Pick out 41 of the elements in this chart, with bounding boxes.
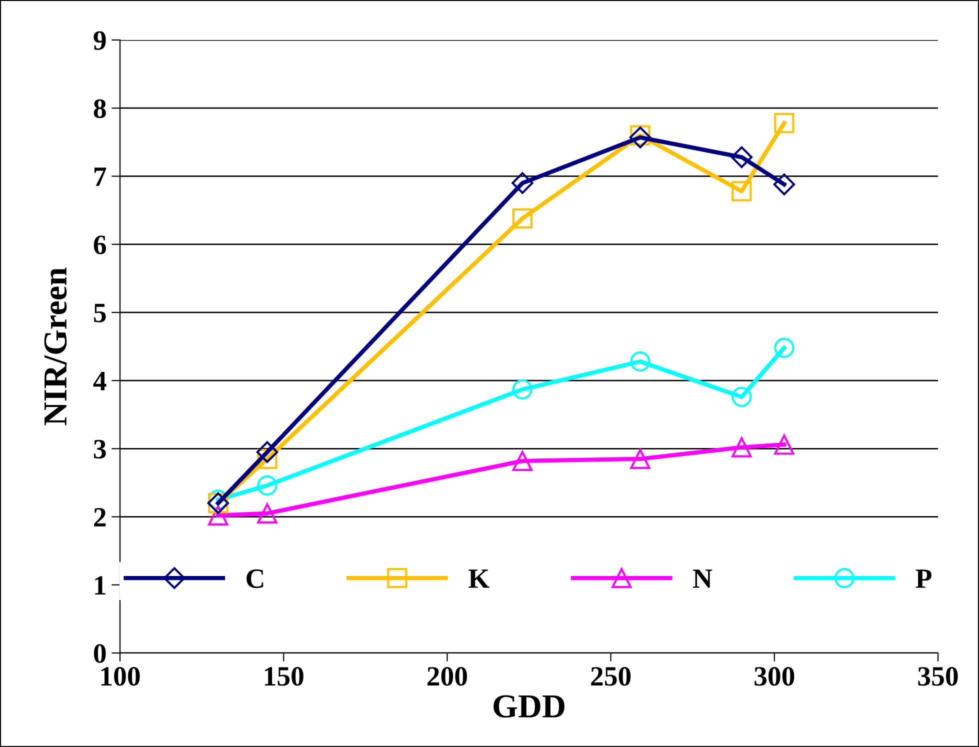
legend-label: C: [246, 569, 264, 588]
legend-label: P: [916, 570, 932, 588]
point: [630, 351, 650, 372]
point: [732, 437, 752, 458]
y-tick-label: 7: [94, 168, 106, 186]
point: [774, 434, 794, 455]
point: [257, 448, 278, 469]
point: [257, 475, 278, 496]
y-axis-title: NIR/Green: [44, 268, 67, 426]
point: [773, 174, 796, 196]
x-axis-title: GDD: [494, 695, 564, 718]
y-tick-label: 8: [94, 99, 106, 118]
y-tick-label: 1: [95, 576, 106, 595]
point: [257, 503, 278, 524]
point: [512, 208, 533, 229]
y-tick-label: 0: [94, 644, 106, 663]
point: [730, 146, 753, 168]
y-tick-label: 9: [94, 31, 106, 50]
y-tick-label: 6: [94, 236, 106, 254]
point: [732, 386, 752, 407]
legend-label: N: [692, 570, 712, 588]
point: [630, 448, 650, 469]
point: [256, 441, 278, 463]
point: [732, 181, 752, 202]
x-tick-label: 250: [591, 666, 631, 686]
point: [774, 338, 794, 358]
y-tick-label: 5: [94, 304, 106, 322]
point: [512, 450, 533, 471]
x-tick-label: 150: [264, 666, 304, 686]
y-tick-label: 2: [94, 508, 106, 526]
point: [208, 505, 228, 526]
x-tick-label: 300: [754, 666, 794, 686]
point: [512, 172, 534, 194]
legend-label: K: [468, 570, 490, 588]
x-tick-label: 100: [101, 666, 140, 686]
y-tick-label: 4: [93, 372, 106, 390]
point: [774, 113, 794, 134]
y-tick-label: 3: [94, 440, 106, 459]
point: [512, 379, 533, 400]
x-tick-label: 200: [428, 666, 467, 686]
x-tick-label: 350: [918, 666, 958, 686]
